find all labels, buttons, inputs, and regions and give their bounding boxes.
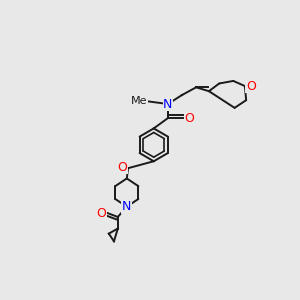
Text: O: O [117, 160, 127, 173]
Text: O: O [184, 112, 194, 124]
Text: O: O [97, 207, 106, 220]
Text: N: N [163, 98, 172, 110]
Text: N: N [122, 200, 131, 213]
Text: O: O [246, 80, 256, 92]
Text: Me: Me [131, 96, 148, 106]
